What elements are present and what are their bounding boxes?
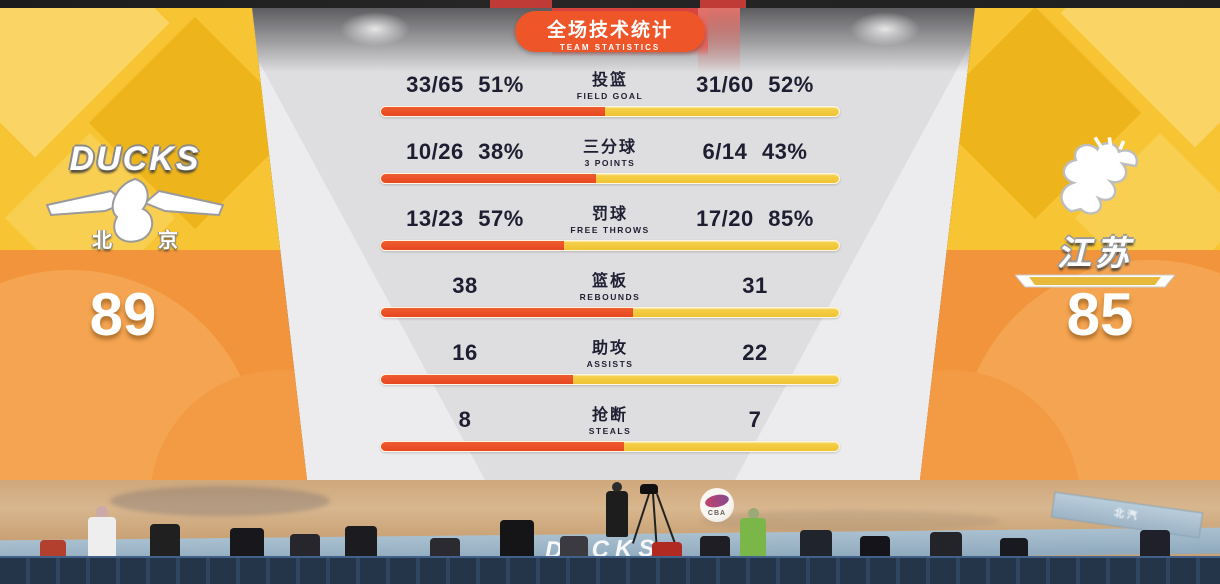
- arena-top-strip: [0, 0, 1220, 8]
- crowd-person: [748, 508, 759, 519]
- away-value: 7: [748, 407, 762, 432]
- stat-label: 抢断 STEALS: [588, 407, 632, 436]
- crowd-person: [88, 517, 116, 557]
- arena-red-banner: [698, 8, 740, 74]
- comparison-bar: [380, 441, 840, 452]
- home-value: 16: [452, 340, 478, 365]
- comparison-bar: [380, 173, 840, 184]
- stat-label: 罚球 FREE THROWS: [570, 206, 650, 235]
- banner-icon: [1013, 274, 1177, 288]
- camera-operator: [606, 491, 628, 537]
- stat-label: 篮板 REBOUNDS: [579, 273, 641, 302]
- court-paint-mark: [110, 486, 330, 516]
- home-value: 10/26 38%: [406, 139, 524, 164]
- home-value: 8: [458, 407, 472, 432]
- stat-row-field-goal: 33/65 51% 投篮 FIELD GOAL 31/60 52%: [380, 72, 840, 132]
- away-value: 6/14 43%: [702, 139, 808, 164]
- crowd-person: [740, 518, 766, 558]
- comparison-bar: [380, 374, 840, 385]
- away-value: 17/20 85%: [696, 206, 814, 231]
- court-paint-mark: [700, 510, 1000, 532]
- stats-table: 33/65 51% 投篮 FIELD GOAL 31/60 52% 10/26 …: [380, 8, 840, 472]
- home-bar-fill: [381, 442, 624, 451]
- home-value: 13/23 57%: [406, 206, 524, 231]
- panel-orange-zone: [920, 250, 1220, 480]
- stat-row-rebounds: 38 篮板 REBOUNDS 31: [380, 273, 840, 333]
- stat-label: 助攻 ASSISTS: [586, 340, 634, 369]
- home-logo-wordmark: DUCKS: [69, 140, 201, 178]
- stat-label: 三分球 3 POINTS: [582, 139, 637, 168]
- red-banner-fragment: [700, 0, 746, 8]
- title-english: TEAM STATISTICS: [559, 43, 661, 52]
- home-logo-city: 北京: [92, 230, 224, 252]
- home-value: 38: [452, 273, 478, 298]
- away-value: 31: [742, 273, 768, 298]
- stat-row-steals: 8 抢断 STEALS 7: [380, 407, 840, 467]
- court-photo-strip: DUCKS CBA 北汽: [0, 480, 1220, 584]
- arena-light-flare: [340, 12, 410, 46]
- tv-camera: [640, 484, 658, 494]
- camera-operator: [612, 482, 622, 492]
- away-score: 85: [1066, 281, 1134, 348]
- away-logo-wordmark: 江苏: [1057, 235, 1133, 273]
- home-bar-fill: [381, 308, 633, 317]
- cba-swoosh-icon: [704, 492, 730, 510]
- stat-row-assists: 16 助攻 ASSISTS 22: [380, 340, 840, 400]
- stat-label: 投篮 FIELD GOAL: [576, 72, 644, 101]
- home-bar-fill: [381, 375, 574, 384]
- crowd-person: [96, 506, 108, 518]
- away-value: 31/60 52%: [696, 72, 814, 97]
- home-score: 89: [89, 281, 157, 348]
- arena-light-flare: [850, 12, 920, 46]
- away-value: 22: [742, 340, 768, 365]
- stat-row-free-throws: 13/23 57% 罚球 FREE THROWS 17/20 85%: [380, 206, 840, 266]
- home-bar-fill: [381, 241, 565, 250]
- red-banner-fragment: [490, 0, 552, 8]
- comparison-bar: [380, 307, 840, 318]
- comparison-bar: [380, 240, 840, 251]
- home-value: 33/65 51%: [406, 72, 524, 97]
- home-bar-fill: [381, 174, 597, 183]
- stat-row-3-points: 10/26 38% 三分球 3 POINTS 6/14 43%: [380, 139, 840, 199]
- duck-wings-icon: [45, 177, 225, 243]
- title-badge: 全场技术统计 TEAM STATISTICS: [515, 11, 705, 52]
- title-chinese: 全场技术统计: [546, 20, 673, 41]
- sideline-seats: [0, 556, 1220, 584]
- home-team-logo: DUCKS 北京: [35, 140, 235, 253]
- away-team-logo: 江苏: [1000, 135, 1190, 294]
- home-bar-fill: [381, 107, 606, 116]
- comparison-bar: [380, 106, 840, 117]
- cba-logo: CBA: [700, 488, 734, 522]
- panel-orange-zone: [0, 250, 307, 480]
- dragon-icon: [1060, 136, 1138, 215]
